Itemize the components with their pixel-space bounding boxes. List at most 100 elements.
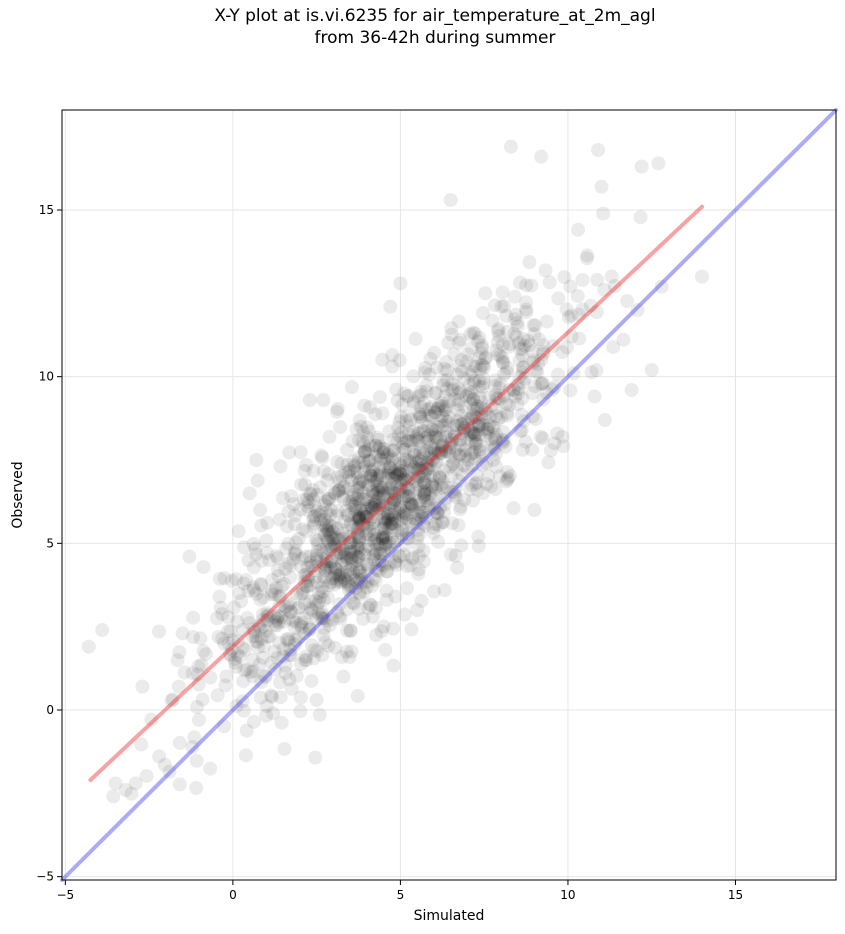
data-point-706	[518, 434, 533, 449]
reference-lines	[60, 108, 838, 882]
data-point-1334	[172, 777, 187, 792]
data-point-852	[316, 592, 331, 607]
data-point-1075	[423, 440, 438, 455]
data-point-1306	[379, 536, 394, 551]
data-point-150	[305, 603, 320, 618]
data-point-556	[474, 338, 489, 353]
data-point-987	[355, 492, 370, 507]
data-point-420	[400, 389, 415, 404]
data-point-591	[320, 532, 335, 547]
data-point-821	[424, 399, 439, 414]
data-point-292	[406, 369, 421, 384]
data-point-568	[559, 302, 574, 317]
data-point-324	[337, 549, 352, 564]
data-point-673	[394, 424, 409, 439]
data-point-28	[694, 269, 709, 284]
data-point-1006	[393, 464, 408, 479]
data-point-1143	[378, 538, 393, 553]
data-point-1496	[352, 565, 367, 580]
data-point-1040	[452, 359, 467, 374]
data-point-498	[451, 386, 466, 401]
data-point-255	[139, 769, 154, 784]
data-point-497	[471, 416, 486, 431]
data-point-746	[195, 692, 210, 707]
data-point-296	[461, 452, 476, 467]
data-point-1102	[259, 533, 274, 548]
data-point-1121	[401, 526, 416, 541]
data-point-562	[302, 606, 317, 621]
data-point-959	[350, 553, 365, 568]
data-point-1359	[322, 518, 337, 533]
data-point-138	[444, 321, 459, 336]
data-point-288	[434, 395, 449, 410]
data-point-1206	[557, 270, 572, 285]
data-point-1347	[293, 617, 308, 632]
data-point-327	[358, 542, 373, 557]
data-point-387	[475, 457, 490, 472]
data-point-981	[428, 455, 443, 470]
data-point-592	[348, 554, 363, 569]
data-point-153	[397, 455, 412, 470]
data-point-1174	[491, 321, 506, 336]
data-point-1153	[381, 543, 396, 558]
data-point-1277	[381, 471, 396, 486]
data-point-79	[375, 352, 390, 367]
data-point-1171	[351, 455, 366, 470]
data-point-1103	[337, 571, 352, 586]
data-point-76	[343, 516, 358, 531]
data-point-1012	[513, 275, 528, 290]
data-point-748	[464, 433, 479, 448]
data-point-1293	[519, 278, 534, 293]
data-point-10	[249, 453, 264, 467]
data-point-1135	[427, 345, 442, 360]
data-point-1355	[447, 418, 462, 433]
data-point-565	[268, 662, 283, 677]
data-point-117	[379, 450, 394, 465]
data-point-382	[370, 485, 385, 500]
data-point-545	[281, 598, 296, 613]
data-point-782	[306, 463, 321, 478]
data-point-1004	[300, 579, 315, 594]
data-point-1321	[329, 572, 344, 587]
data-point-1451	[281, 632, 296, 647]
data-point-1418	[376, 445, 391, 460]
data-point-260	[528, 379, 543, 394]
data-point-314	[510, 315, 525, 330]
data-point-873	[172, 645, 187, 660]
data-point-451	[372, 564, 387, 579]
data-point-23	[634, 159, 649, 174]
data-point-234	[402, 419, 417, 434]
data-point-458	[382, 556, 397, 571]
data-point-108	[391, 549, 406, 564]
data-point-689	[434, 443, 449, 458]
data-point-492	[328, 530, 343, 545]
data-point-273	[350, 471, 365, 486]
data-point-692	[500, 465, 515, 480]
data-point-427	[510, 319, 525, 334]
data-point-504	[361, 538, 376, 553]
data-point-70	[317, 498, 332, 513]
data-point-80	[372, 441, 387, 456]
data-point-263	[378, 530, 393, 545]
data-point-1141	[512, 353, 527, 368]
data-point-89	[316, 464, 331, 479]
data-point-482	[357, 464, 372, 479]
data-point-1525	[413, 461, 428, 476]
data-point-598	[525, 386, 540, 401]
data-point-22	[594, 179, 609, 194]
data-point-366	[215, 631, 230, 646]
data-point-580	[426, 441, 441, 456]
data-point-830	[273, 609, 288, 624]
data-point-737	[488, 482, 503, 497]
data-point-385	[426, 430, 441, 445]
data-point-694	[373, 479, 388, 494]
data-point-696	[486, 420, 501, 435]
data-point-514	[454, 538, 469, 553]
data-point-995	[362, 512, 377, 527]
data-point-112	[325, 612, 340, 627]
data-point-1288	[465, 478, 480, 493]
data-point-1460	[236, 576, 251, 591]
data-point-853	[434, 445, 449, 460]
data-point-1046	[353, 517, 368, 532]
